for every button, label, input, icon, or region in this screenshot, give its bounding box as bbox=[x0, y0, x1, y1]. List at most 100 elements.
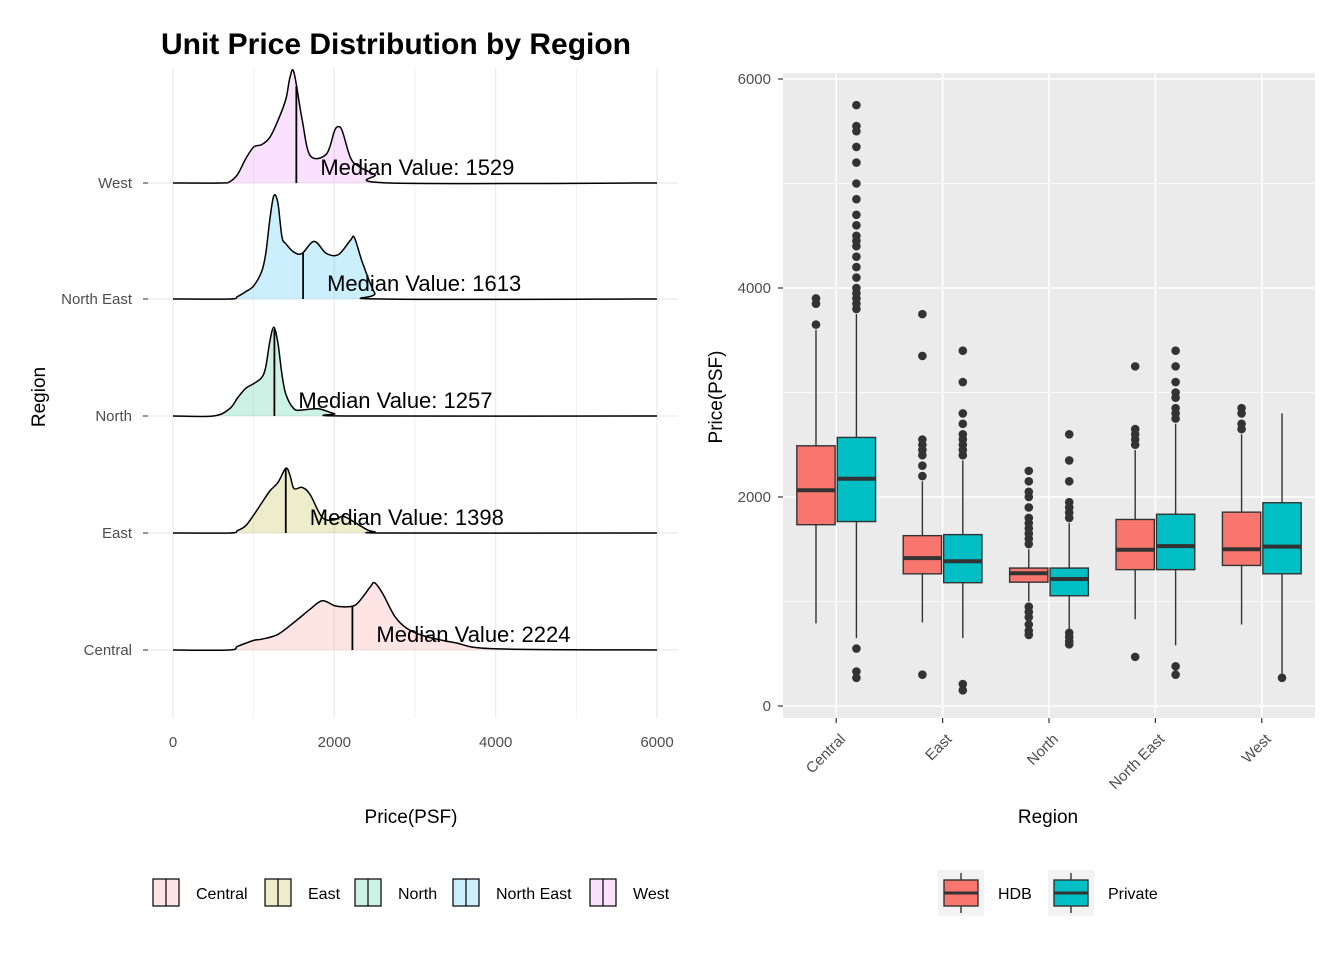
x-tick-label-east: East bbox=[922, 730, 956, 764]
ridge-median-label-west: Median Value: 1529 bbox=[320, 155, 514, 180]
y-tick-label-0: 0 bbox=[763, 698, 771, 715]
box-hdb-east bbox=[902, 309, 943, 679]
outlier-point bbox=[1237, 403, 1246, 413]
legend-label-north: North bbox=[398, 886, 437, 903]
outlier-point bbox=[852, 221, 861, 230]
box-private-east bbox=[942, 346, 983, 695]
outlier-point bbox=[1064, 628, 1074, 638]
outlier-point bbox=[1171, 661, 1180, 671]
y-tick-label-east: East bbox=[102, 525, 133, 542]
outlier-point bbox=[852, 667, 861, 676]
x-tick-label-6000: 6000 bbox=[640, 734, 673, 751]
box-hdb-central bbox=[796, 294, 836, 624]
box-body bbox=[796, 445, 836, 526]
boxplot-y-tick-labels: 0 2000 4000 6000 bbox=[738, 71, 783, 715]
ridge-median-label-north: Median Value: 1257 bbox=[298, 388, 492, 413]
outlier-point bbox=[852, 673, 861, 683]
legend-label-west: West bbox=[633, 886, 670, 903]
outlier-point bbox=[1130, 424, 1140, 434]
outlier-point bbox=[852, 100, 861, 110]
outlier-point bbox=[852, 262, 861, 272]
outlier-point bbox=[852, 210, 861, 220]
ridgeline-legend: Central East North North East West bbox=[152, 878, 670, 907]
outlier-point bbox=[852, 142, 861, 152]
outlier-point bbox=[958, 679, 968, 689]
ridge-line-north-east bbox=[172, 194, 658, 301]
outlier-point bbox=[1024, 620, 1034, 629]
ridge-north-east: Median Value: 1613 bbox=[172, 194, 658, 301]
outlier-point bbox=[918, 471, 927, 481]
box-hdb-north-east bbox=[1115, 362, 1156, 662]
ridge-east: Median Value: 1398 bbox=[172, 467, 658, 534]
ridge-area-central bbox=[173, 582, 657, 651]
outlier-point bbox=[1130, 652, 1140, 662]
outlier-point bbox=[918, 351, 927, 361]
y-tick-label-4000: 4000 bbox=[738, 280, 771, 297]
outlier-point bbox=[1024, 513, 1034, 523]
x-tick-label-north-east: North East bbox=[1106, 730, 1169, 793]
outlier-point bbox=[918, 309, 927, 319]
box-private-north bbox=[1049, 430, 1090, 649]
ridge-area-north-east bbox=[173, 194, 657, 300]
ridge-line-north bbox=[172, 326, 658, 418]
box-body bbox=[1262, 502, 1302, 575]
outlier-point bbox=[852, 194, 861, 204]
outlier-point bbox=[958, 409, 968, 418]
outlier-point bbox=[811, 294, 821, 303]
ridgeline-x-axis-label: Price(PSF) bbox=[365, 807, 458, 828]
outlier-point bbox=[1064, 430, 1074, 439]
legend-label-private: Private bbox=[1108, 886, 1158, 903]
ridgeline-series: Median Value: 2224 Median Value: 1398 Medi… bbox=[172, 69, 658, 652]
box-body bbox=[1155, 513, 1196, 571]
boxplot-boxes bbox=[796, 100, 1302, 695]
ridge-area-east bbox=[173, 468, 657, 534]
box-private-west bbox=[1262, 413, 1302, 683]
outlier-point bbox=[811, 320, 821, 329]
ridgeline-chart: Unit Price Distribution by Region Median… bbox=[29, 28, 678, 907]
outlier-point bbox=[1024, 602, 1034, 612]
outlier-point bbox=[852, 252, 861, 261]
box-hdb-north bbox=[1008, 466, 1049, 640]
boxplot-x-tick-labels: Central East North North East West bbox=[803, 718, 1275, 793]
ridge-area-west bbox=[173, 69, 657, 184]
outlier-point bbox=[918, 670, 927, 679]
ridge-line-west bbox=[172, 69, 658, 185]
outlier-point bbox=[958, 377, 968, 387]
ridge-median-label-north-east: Median Value: 1613 bbox=[327, 271, 521, 296]
ridge-west: Median Value: 1529 bbox=[172, 69, 658, 185]
outlier-point bbox=[852, 273, 861, 282]
outlier-point bbox=[1064, 497, 1074, 507]
x-tick-label-0: 0 bbox=[169, 734, 177, 751]
outlier-point bbox=[1024, 487, 1034, 497]
box-body bbox=[1221, 511, 1262, 567]
legend-item-hdb: HDB bbox=[938, 870, 1032, 916]
legend-item-north-east: North East bbox=[452, 878, 572, 907]
x-tick-label-west: West bbox=[1239, 730, 1276, 767]
y-tick-label-6000: 6000 bbox=[738, 71, 771, 88]
outlier-point bbox=[1171, 377, 1180, 387]
box-body bbox=[942, 533, 983, 584]
outlier-point bbox=[1171, 362, 1180, 371]
x-tick-label-2000: 2000 bbox=[318, 734, 351, 751]
legend-label-north-east: North East bbox=[496, 886, 572, 903]
boxplot-y-axis-label: Price(PSF) bbox=[706, 351, 727, 444]
outlier-point bbox=[1171, 670, 1180, 679]
chart-title: Unit Price Distribution by Region bbox=[161, 28, 631, 61]
y-tick-label-west: West bbox=[98, 175, 133, 192]
legend-item-north: North bbox=[354, 878, 437, 907]
outlier-point bbox=[918, 435, 927, 444]
outlier-point bbox=[1237, 419, 1246, 429]
box-private-north-east bbox=[1155, 346, 1196, 679]
outlier-point bbox=[1277, 673, 1287, 683]
legend-label-hdb: HDB bbox=[998, 886, 1032, 903]
legend-item-central: Central bbox=[152, 878, 248, 907]
outlier-point bbox=[1024, 466, 1034, 476]
y-tick-label-central: Central bbox=[84, 642, 132, 659]
box-private-central bbox=[836, 100, 877, 683]
outlier-point bbox=[1024, 626, 1034, 636]
ridge-median-label-east: Median Value: 1398 bbox=[310, 505, 504, 530]
outlier-point bbox=[1171, 388, 1180, 397]
outlier-point bbox=[852, 283, 861, 293]
legend-label-east: East bbox=[308, 886, 341, 903]
